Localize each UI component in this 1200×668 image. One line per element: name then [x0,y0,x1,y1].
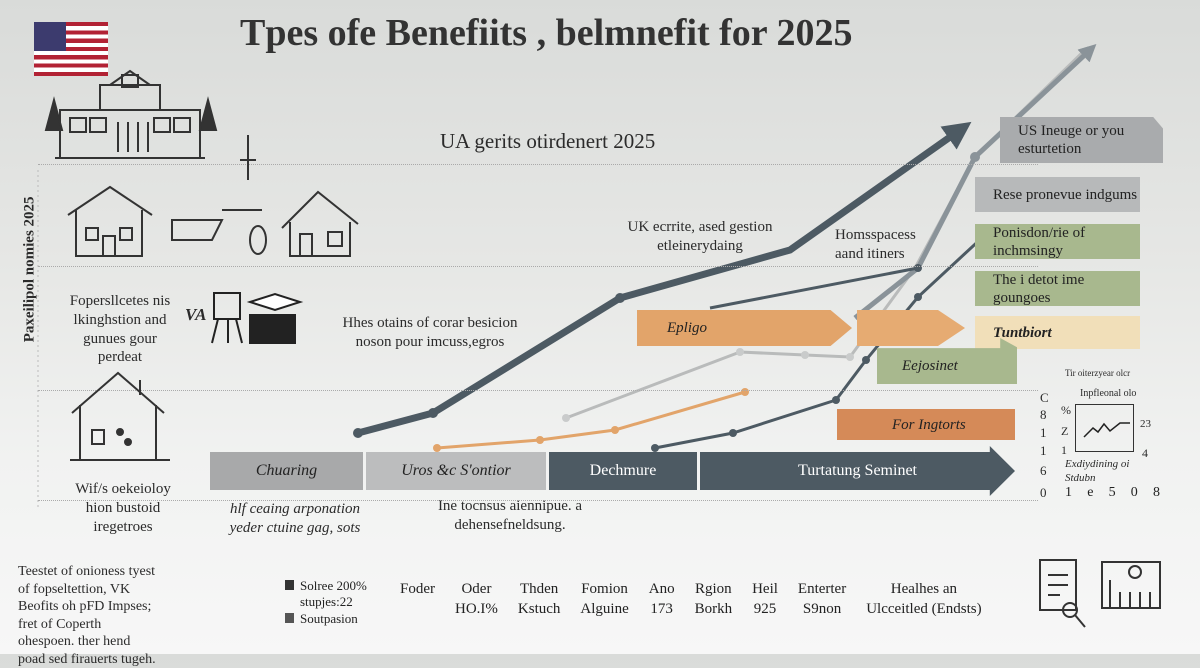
footer-cell: 925 [753,600,777,617]
mini-chart-line [1083,422,1130,438]
icon-text-va: VA [185,305,207,324]
footer-cell: Alguine [580,600,629,617]
timeline-label: Uros &c S'ontior [401,462,511,479]
orange-line [436,390,746,450]
footer-paragraph: Teestet of onioness tyest of fopseltetti… [18,564,156,667]
footer-cell: Enterter [797,581,847,597]
rust-box-ingtorts: For Ingtorts [837,409,1015,440]
left-text-1: Fopersllcetes nis lkinghstion and gunues… [69,293,171,366]
footer-cell: S9non [802,600,842,617]
footer-cell: Healhes an [890,581,958,597]
footer-cell: Fomion [581,581,628,597]
tick: Z [1061,424,1069,438]
mini-chart-caption: Tir oiterzyear olcr [1065,368,1131,378]
footer-cell: Rgion [694,581,732,597]
footer-column: Oder HO.I% [455,580,498,619]
tick: 5 [1108,485,1116,500]
mini-chart-frame [1075,404,1134,452]
us-flag-icon [34,22,108,76]
footer-column: Healhes an Ulcceitled (Endsts) [866,580,981,619]
dark-mid-line [709,266,919,310]
legend-item: Soutpasion [285,611,390,627]
tick: 1 [1065,485,1072,500]
arrow-label: Epligo [667,320,707,336]
footer-cell: 173 [650,600,673,617]
tick: % [1061,403,1071,417]
footer-cell: Foder [400,581,435,597]
arrow-label: Eejosinet [902,358,958,374]
footer-cell: Thden [519,581,559,597]
annotation-center: Hhes otains of corar besicion noson pour… [342,315,518,350]
tick: 1 [1040,425,1047,440]
tick: 23 [1140,418,1151,430]
arrow-label: For Ingtorts [892,416,966,433]
timeline-segment-1: Chuaring [210,452,363,490]
tick: 1 [1040,443,1047,458]
side-box-1: US Ineuge or you esturtetion [1000,117,1163,163]
footer-column: Heil 925 [752,580,778,619]
footer-column: Enterter S9non [798,580,846,619]
side-box-4: The i detot ime goungoes [975,271,1140,306]
footer-column: Ano 173 [649,580,675,619]
trend-lines [37,44,1097,510]
tick: 1 [1061,443,1067,457]
footer-cell: Oder [461,581,492,597]
tick: C [1040,390,1049,405]
side-box-label: US Ineuge or you esturtetion [1018,123,1125,157]
gray-line [853,44,1097,320]
footer-cell: Ulcceitled (Endsts) [866,600,982,617]
mini-chart-xlabel: Exdiydining oi Stdubn [1065,458,1130,484]
legend-label: Solree 200% stupjes:22 [300,578,367,610]
footer-cell: HO.I% [455,600,498,617]
footer-columns: Foder Oder HO.I% Thden Kstuch Fomion Alguine An… [400,580,982,619]
timeline-segment-4: Turtatung Seminet [700,446,1015,496]
legend-label: Soutpasion [300,610,358,626]
side-box-2: Rese pronevue indgums [975,177,1140,212]
footer-column: Foder [400,580,435,619]
timeline-label: Chuaring [255,462,318,479]
side-box-label: The i detot ime goungoes [993,271,1085,306]
tick: 4 [1142,446,1148,460]
tick: 0 [1130,485,1138,500]
timeline-label: Dechmure [589,462,657,479]
orange-arrow-2 [857,310,965,346]
footer-cell: Heil [752,581,778,597]
annotation-uk: UK ecrrite, ased gestion etleinerydaing [627,219,773,254]
footer-cell: Kstuch [517,600,561,617]
left-text-2: Wif/s oekeioloy hion bustoid iregetroes [75,481,171,535]
timeline-segment-2: Uros &c S'ontior [366,452,546,490]
tick: 0 [1040,485,1047,500]
mini-chart-subcaption: Inpfleonal olo [1080,388,1137,399]
timeline-label: Turtatung Seminet [798,462,917,479]
footer-column: Thden Kstuch [518,580,561,619]
side-box-label: Ponisdon/rie of inchmsingy [993,224,1086,259]
tick: 6 [1040,463,1047,478]
side-box-label: Rese pronevue indgums [993,186,1138,203]
legend-item: Solree 200% stupjes:22 [285,578,390,611]
orange-arrow-epligo: Epligo [637,310,852,346]
tick: e [1087,485,1094,500]
timeline-segment-3: Dechmure [549,452,697,490]
side-box-3: Ponisdon/rie of inchmsingy [975,224,1140,259]
annotation-bottom-2: Ine tocnsus aiennipue. a dehensefneldsun… [437,498,583,533]
footer-cell: Ano [648,581,675,597]
footer-column: Fomion Alguine [580,580,628,619]
side-box-label: Tuntbiort [993,324,1052,341]
tick: 8 [1040,407,1047,422]
footer-legend: Solree 200% stupjes:22 Soutpasion [285,578,390,627]
tick: 8 [1152,485,1160,500]
footer-cell: Borkh [694,600,733,617]
subtitle: UA gerits otirdenert 2025 [440,129,656,153]
annotation-bottom-1: hlf ceaing arponation yeder ctuine gag, … [229,501,361,536]
footer-column: Rgion Borkh [695,580,733,619]
dark-thin-arrow [654,230,990,450]
annotation-homespace: Homsspacess aand itiners [835,227,916,262]
page-title: Tpes ofe Benefiits , belmnefit for 2025 [240,12,853,54]
